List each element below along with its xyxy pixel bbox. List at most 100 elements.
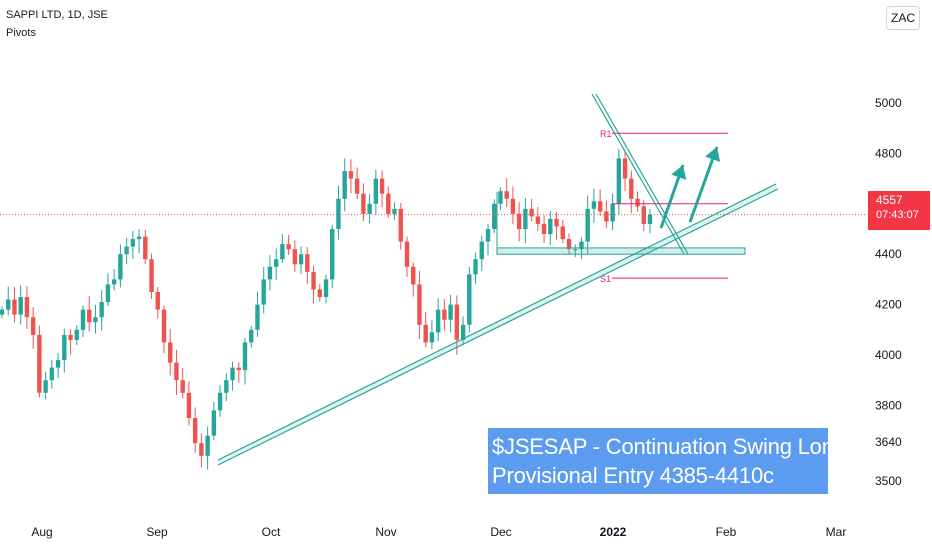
candle-body xyxy=(0,309,5,315)
candle-body xyxy=(516,213,522,229)
time-axis[interactable]: Aug Sep Oct Nov Dec 2022 Feb Mar xyxy=(31,525,846,539)
candle-body xyxy=(37,334,42,393)
candle-body xyxy=(323,279,329,298)
candle-body xyxy=(454,304,460,340)
candle-body xyxy=(18,297,23,315)
candle-body xyxy=(467,274,472,325)
candle-body xyxy=(74,329,79,340)
candle-body xyxy=(417,284,422,325)
price-axis[interactable]: 500048004600440042004000380036403500 xyxy=(875,96,902,488)
candle-body xyxy=(342,171,347,199)
candle-body xyxy=(616,158,622,204)
candle-body xyxy=(43,380,48,393)
candle-body xyxy=(585,208,590,242)
trendline-fill xyxy=(218,184,778,465)
candle-body xyxy=(68,334,73,340)
candle-body xyxy=(548,218,553,235)
candle-body xyxy=(392,208,397,214)
candle-body xyxy=(442,309,447,320)
currency-badge[interactable]: ZAC xyxy=(886,6,920,30)
bar-countdown: 07:43:07 xyxy=(876,209,919,221)
pivot-level-label: S1 xyxy=(600,274,611,284)
candle-body xyxy=(317,289,322,298)
annotation-caption: $JSESAP - Continuation Swing Long Provis… xyxy=(488,428,846,494)
y-tick-label: 4800 xyxy=(875,146,902,160)
x-tick-label: Feb xyxy=(716,525,737,539)
candle-body xyxy=(404,241,410,267)
y-tick-label: 4200 xyxy=(875,298,902,312)
candle-body xyxy=(199,443,204,456)
candle-body xyxy=(573,249,578,251)
candle-body xyxy=(161,309,167,343)
candle-body xyxy=(423,324,428,343)
overlays: R1 S1 xyxy=(0,93,866,466)
candle-body xyxy=(379,178,385,194)
candle-body xyxy=(367,203,372,214)
candle-body xyxy=(99,302,104,318)
candle-body xyxy=(311,271,316,290)
x-tick-label: Oct xyxy=(262,525,281,539)
candle-body xyxy=(604,211,609,222)
candle-body xyxy=(373,178,379,204)
x-tick-label: Dec xyxy=(490,525,511,539)
candle-body xyxy=(168,342,173,363)
candle-body xyxy=(192,418,198,444)
downtrend-line-a xyxy=(591,93,685,255)
candle-body xyxy=(541,223,547,235)
support-zone xyxy=(496,247,746,255)
y-tick-label: 4400 xyxy=(875,247,902,261)
trendline-upper xyxy=(217,183,777,461)
candle-body xyxy=(292,249,298,265)
candle-body xyxy=(435,309,441,333)
candle-body xyxy=(560,226,565,240)
pivot-level-label: R1 xyxy=(600,129,612,139)
candle-body xyxy=(174,362,179,381)
candle-body xyxy=(24,297,30,318)
candle-body xyxy=(136,236,142,240)
arrow-up-1-head xyxy=(671,165,687,180)
candle-body xyxy=(622,158,628,179)
candle-body xyxy=(111,279,117,285)
candle-body xyxy=(361,193,366,214)
candle-body xyxy=(566,239,572,250)
candle-body xyxy=(597,201,603,212)
candle-body xyxy=(6,299,11,310)
candle-body xyxy=(80,309,86,330)
last-price-badge: 4557 07:43:07 xyxy=(868,191,930,230)
trendline-lower xyxy=(217,188,779,466)
annotation-line-2: Provisional Entry 4385-4410c xyxy=(492,463,774,488)
x-tick-label: Nov xyxy=(375,525,396,539)
candle-body xyxy=(118,254,123,280)
candle-body xyxy=(224,380,229,393)
arrow-up-2-shaft xyxy=(688,146,719,223)
candle-body xyxy=(242,342,248,371)
candle-body xyxy=(273,259,279,267)
candle-body xyxy=(280,244,285,260)
candle-body xyxy=(255,304,260,330)
candle-body xyxy=(149,259,154,292)
y-tick-label: 4000 xyxy=(875,348,902,362)
candle-body xyxy=(261,279,266,305)
legend-title[interactable]: SAPPI LTD, 1D, JSE xyxy=(6,9,108,21)
legend-indicator[interactable]: Pivots xyxy=(6,27,36,39)
candlestick-series xyxy=(0,148,653,470)
candle-body xyxy=(473,259,478,275)
candle-body xyxy=(554,218,559,227)
candle-body xyxy=(330,229,335,280)
candle-body xyxy=(504,191,509,199)
candle-body xyxy=(298,254,304,265)
candle-body xyxy=(579,241,584,250)
arrow-up-2-head xyxy=(705,147,721,162)
candle-body xyxy=(479,241,484,260)
downtrend-line-b xyxy=(595,93,689,255)
candle-body xyxy=(49,367,55,381)
candle-body xyxy=(305,254,310,272)
candle-body xyxy=(629,178,634,199)
x-tick-label: 2022 xyxy=(600,525,627,539)
y-tick-label: 3800 xyxy=(875,398,902,412)
candle-body xyxy=(610,203,615,222)
candle-body xyxy=(485,229,491,242)
candle-body xyxy=(529,208,534,217)
candle-body xyxy=(62,334,67,361)
